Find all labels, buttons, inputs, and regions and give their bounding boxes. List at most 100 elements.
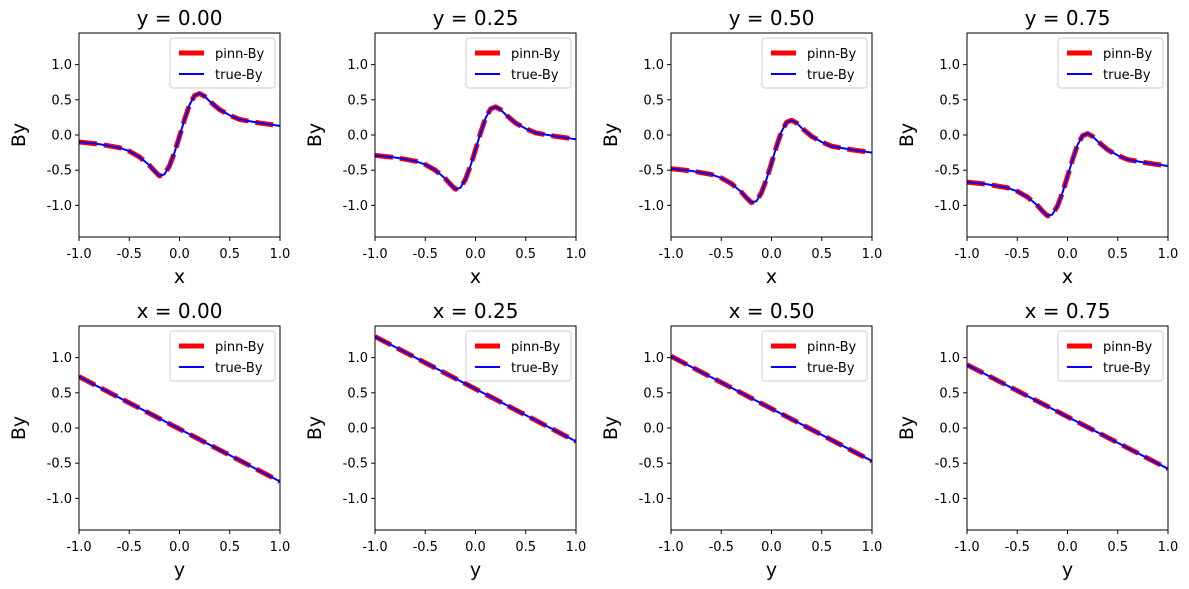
y-tick-label: -0.5 [343, 457, 368, 472]
legend-label-true-by: true-By [807, 361, 855, 376]
y-tick-label: -0.5 [47, 164, 72, 179]
y-tick-label: 0.5 [643, 386, 664, 401]
subplot-title: x = 0.00 [137, 299, 223, 323]
x-tick-label: 1.0 [1158, 247, 1179, 262]
y-axis-label: By [304, 416, 326, 440]
x-tick-label: -0.5 [117, 540, 142, 555]
y-tick-label: 0.5 [939, 386, 960, 401]
y-tick-label: 1.0 [939, 351, 960, 366]
y-tick-label: 1.0 [347, 58, 368, 73]
x-tick-label: -1.0 [658, 247, 683, 262]
y-tick-label: 0.5 [347, 386, 368, 401]
series-line-true-by [671, 119, 872, 204]
y-tick-label: -0.5 [343, 164, 368, 179]
subplot-title: y = 0.25 [433, 6, 519, 30]
subplot-title: y = 0.00 [137, 6, 223, 30]
x-tick-label: -1.0 [954, 247, 979, 262]
y-tick-label: 0.5 [939, 93, 960, 108]
subplot-7: -1.0 -0.5 0.0 0.5 1.0 -1.0 -0.5 0.0 0.5 1.0 x = 0.… [600, 299, 882, 581]
x-tick-label: 0.5 [219, 247, 240, 262]
legend-label-true-by: true-By [215, 361, 263, 376]
subplot-title: x = 0.75 [1025, 299, 1111, 323]
x-axis-label: y [470, 559, 481, 581]
x-tick-label: 0.0 [465, 247, 486, 262]
x-axis-label: x [470, 266, 481, 288]
y-tick-label: -1.0 [343, 199, 368, 214]
x-tick-label: -0.5 [1005, 247, 1030, 262]
series-line-true-by [79, 92, 280, 177]
x-tick-label: 0.0 [1057, 247, 1078, 262]
x-axis-label: x [174, 266, 185, 288]
subplot-8: -1.0 -0.5 0.0 0.5 1.0 -1.0 -0.5 0.0 0.5 1.0 x = 0.… [896, 299, 1178, 581]
x-tick-label: 1.0 [862, 247, 883, 262]
y-tick-label: -1.0 [935, 492, 960, 507]
x-tick-label: 1.0 [566, 247, 587, 262]
subplot-2: -1.0 -0.5 0.0 0.5 1.0 -1.0 -0.5 0.0 0.5 1.0 y = 0.… [304, 6, 586, 288]
y-tick-label: -0.5 [935, 164, 960, 179]
y-axis-label: By [304, 123, 326, 147]
x-tick-label: -0.5 [413, 540, 438, 555]
subplot-title: y = 0.75 [1025, 6, 1111, 30]
x-tick-label: -1.0 [658, 540, 683, 555]
series-line-true-by [967, 363, 1168, 470]
x-tick-label: 0.5 [1107, 247, 1128, 262]
legend-label-true-by: true-By [807, 68, 855, 83]
legend: pinn-By true-By [1057, 330, 1164, 382]
x-tick-label: 0.5 [515, 247, 536, 262]
legend-label-pinn-by: pinn-By [511, 47, 560, 62]
y-tick-label: -0.5 [639, 164, 664, 179]
x-tick-label: -0.5 [709, 247, 734, 262]
subplot-title: x = 0.25 [433, 299, 519, 323]
series-line-true-by [375, 335, 576, 443]
y-tick-label: 1.0 [643, 58, 664, 73]
y-tick-label: 0.5 [347, 93, 368, 108]
x-tick-label: 0.5 [811, 540, 832, 555]
y-tick-label: -0.5 [639, 457, 664, 472]
x-tick-label: -1.0 [66, 540, 91, 555]
x-tick-label: -1.0 [66, 247, 91, 262]
series-line-true-by [671, 355, 872, 462]
y-tick-label: -1.0 [47, 199, 72, 214]
y-tick-label: 0.0 [51, 422, 72, 437]
y-tick-label: -0.5 [47, 457, 72, 472]
legend: pinn-By true-By [465, 330, 572, 382]
x-tick-label: 1.0 [1158, 540, 1179, 555]
subplot-1: -1.0 -0.5 0.0 0.5 1.0 -1.0 -0.5 0.0 0.5 1.0 y = 0.… [8, 6, 290, 288]
x-tick-label: -0.5 [709, 540, 734, 555]
y-tick-label: -1.0 [639, 492, 664, 507]
y-tick-label: 1.0 [939, 58, 960, 73]
legend-label-true-by: true-By [215, 68, 263, 83]
x-tick-label: 0.5 [811, 247, 832, 262]
legend-label-true-by: true-By [1103, 361, 1151, 376]
legend-label-pinn-by: pinn-By [215, 47, 264, 62]
x-tick-label: 0.5 [1107, 540, 1128, 555]
legend-label-pinn-by: pinn-By [807, 340, 856, 355]
subplot-5: -1.0 -0.5 0.0 0.5 1.0 -1.0 -0.5 0.0 0.5 1.0 x = 0.… [8, 299, 290, 581]
x-tick-label: 1.0 [566, 540, 587, 555]
legend: pinn-By true-By [1057, 37, 1164, 89]
x-tick-label: 0.0 [465, 540, 486, 555]
legend-label-pinn-by: pinn-By [1103, 340, 1152, 355]
y-tick-label: 1.0 [347, 351, 368, 366]
y-tick-label: 1.0 [51, 351, 72, 366]
y-axis-label: By [600, 416, 622, 440]
y-tick-label: 0.0 [347, 422, 368, 437]
series-line-true-by [79, 375, 280, 483]
y-tick-label: 0.0 [643, 129, 664, 144]
y-tick-label: -1.0 [935, 199, 960, 214]
x-tick-label: 0.5 [219, 540, 240, 555]
x-tick-label: -0.5 [1005, 540, 1030, 555]
x-tick-label: 0.0 [761, 247, 782, 262]
x-axis-label: x [1062, 266, 1073, 288]
x-axis-label: y [174, 559, 185, 581]
legend-label-pinn-by: pinn-By [1103, 47, 1152, 62]
legend-label-true-by: true-By [511, 68, 559, 83]
subplot-title: x = 0.50 [729, 299, 815, 323]
legend-label-true-by: true-By [511, 361, 559, 376]
y-tick-label: -1.0 [639, 199, 664, 214]
subplot-title: y = 0.50 [729, 6, 815, 30]
x-tick-label: 0.5 [515, 540, 536, 555]
y-tick-label: 0.5 [51, 386, 72, 401]
legend: pinn-By true-By [761, 330, 868, 382]
